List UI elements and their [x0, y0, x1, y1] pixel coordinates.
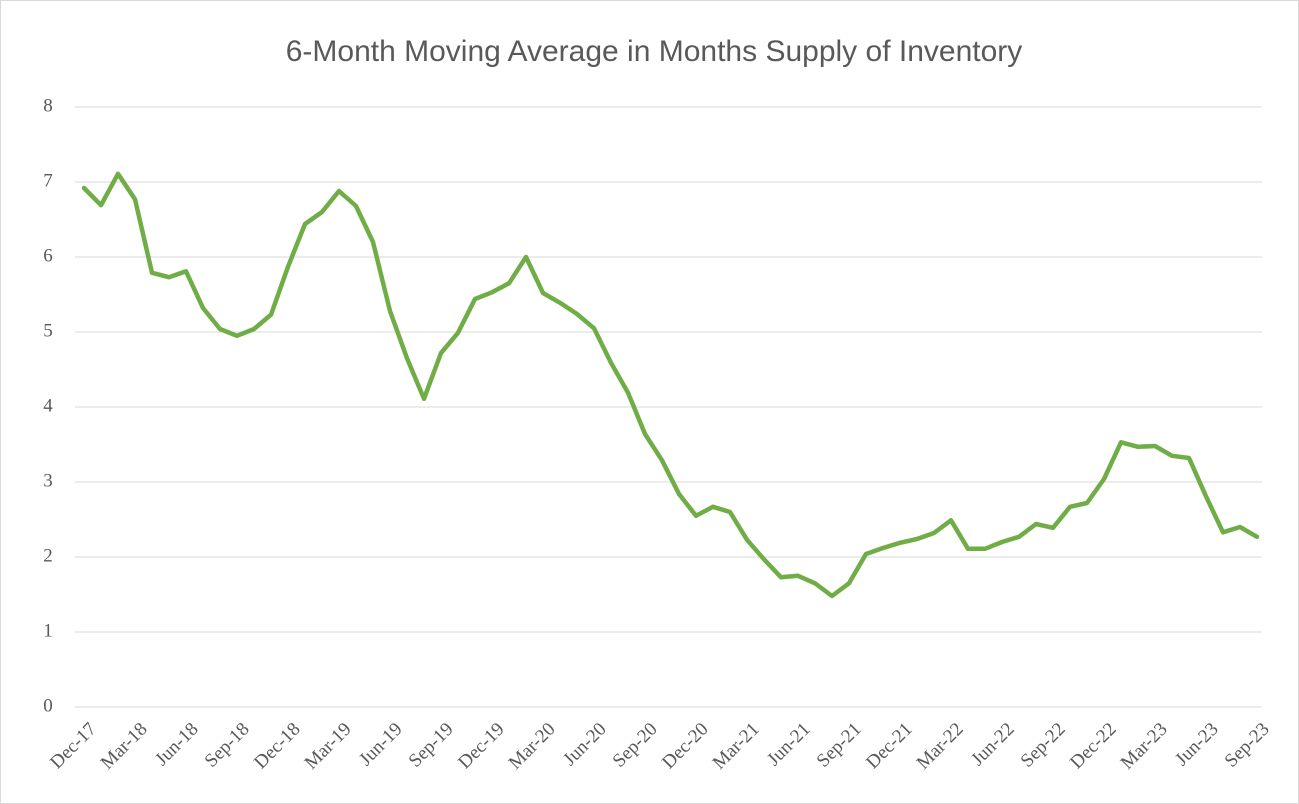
- y-tick-label: 7: [43, 170, 53, 191]
- y-tick-label: 0: [43, 695, 53, 716]
- chart-title: 6-Month Moving Average in Months Supply …: [286, 35, 1023, 68]
- y-tick-label: 6: [43, 245, 53, 266]
- y-tick-label: 5: [43, 320, 53, 341]
- data-line: [81, 171, 1260, 599]
- y-tick-label: 2: [43, 545, 53, 566]
- y-tick-label: 3: [43, 470, 53, 491]
- y-tick-label: 8: [43, 95, 53, 116]
- y-tick-label: 1: [43, 620, 53, 641]
- y-tick-label: 4: [43, 395, 53, 416]
